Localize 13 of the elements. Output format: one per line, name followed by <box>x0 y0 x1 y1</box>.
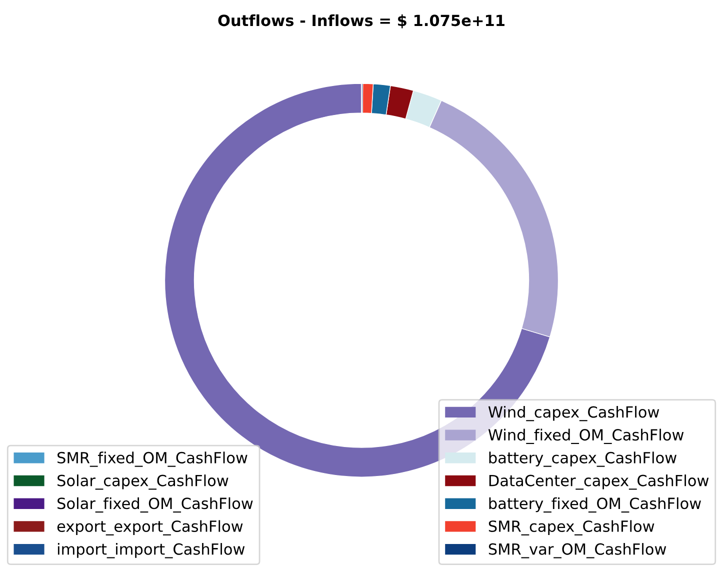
legend-label: Wind_fixed_OM_CashFlow <box>488 428 684 444</box>
legend-label: battery_capex_CashFlow <box>489 452 676 467</box>
legend-label: SMR_fixed_OM_CashFlow <box>58 452 248 467</box>
legend-label: import_import_CashFlow <box>58 543 245 558</box>
legend-label: battery_fixed_OM_CashFlow <box>489 497 701 513</box>
legend-label: export_export_CashFlow <box>57 520 243 536</box>
legend-label: SMR_var_OM_CashFlow <box>488 543 666 558</box>
legend-label: Wind_capex_CashFlow <box>488 406 660 422</box>
legend-label: Solar_fixed_OM_CashFlow <box>58 497 253 513</box>
legend-label: DataCenter_capex_CashFlow <box>489 474 709 490</box>
chart-title: Outflows - Inflows = $ 1.075e+11 <box>218 14 504 28</box>
legend-label: SMR_capex_CashFlow <box>488 520 654 536</box>
legend-label: Solar_capex_CashFlow <box>58 474 228 490</box>
